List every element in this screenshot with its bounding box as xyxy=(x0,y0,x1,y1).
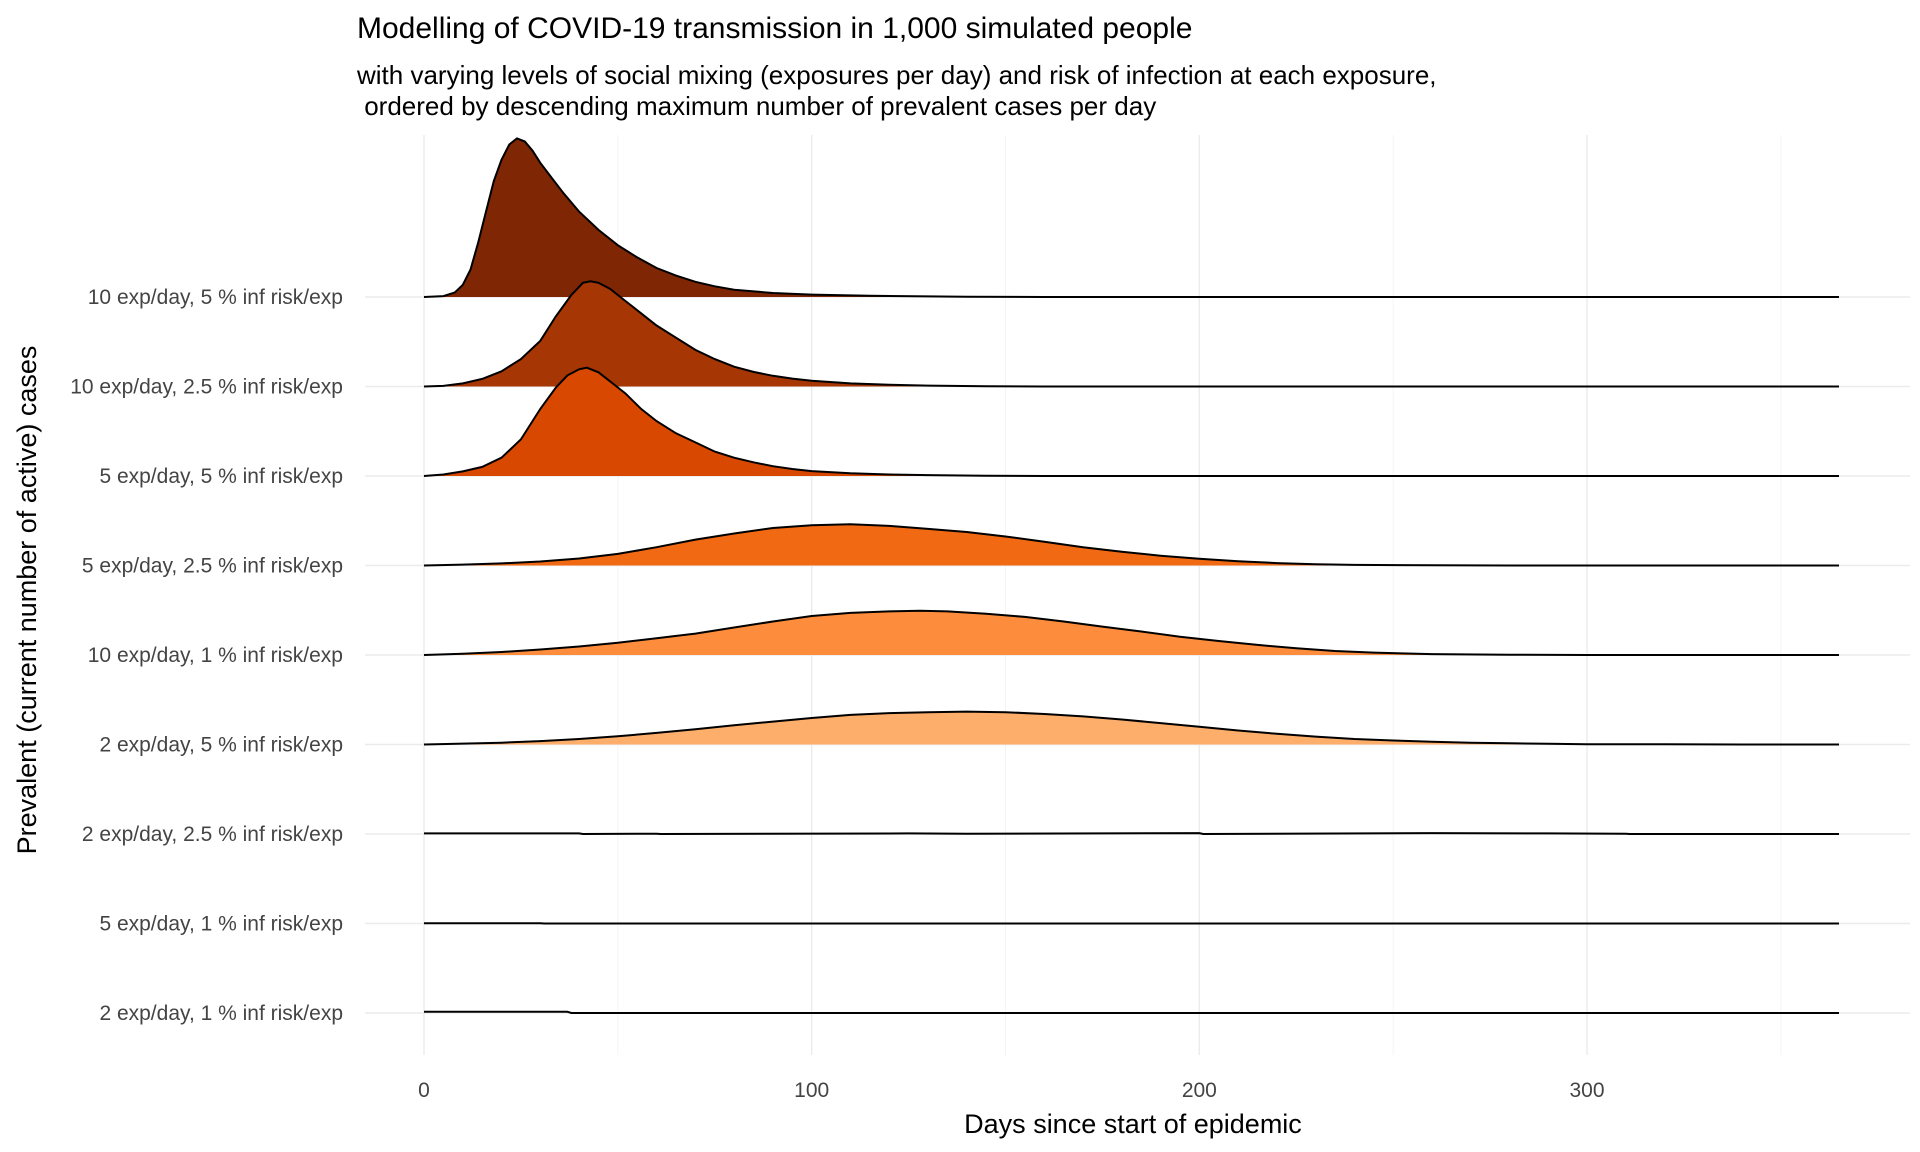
ridge-outline xyxy=(423,137,1839,298)
y-tick-label: 10 exp/day, 1 % inf risk/exp xyxy=(88,644,343,667)
chart-subtitle-line-2: ordered by descending maximum number of … xyxy=(357,91,1156,121)
ridge-area xyxy=(424,524,1839,566)
ridge-outline xyxy=(424,1010,1839,1014)
x-tick-labels: 0 100 200 300 xyxy=(418,1079,1604,1102)
ridge-area xyxy=(424,610,1839,655)
ridge-outline xyxy=(423,710,1839,746)
ridge-outline xyxy=(423,523,1839,567)
y-tick-label: 10 exp/day, 2.5 % inf risk/exp xyxy=(70,376,343,399)
y-tick-label: 2 exp/day, 5 % inf risk/exp xyxy=(99,734,343,757)
chart-title: Modelling of COVID-19 transmission in 1,… xyxy=(357,12,1192,45)
x-tick-label: 200 xyxy=(1182,1079,1217,1102)
ridge-outline xyxy=(424,832,1839,836)
y-tick-label: 5 exp/day, 2.5 % inf risk/exp xyxy=(82,555,343,578)
ridge-area xyxy=(424,138,1839,297)
y-tick-label: 2 exp/day, 1 % inf risk/exp xyxy=(99,1002,343,1025)
ridge-area xyxy=(424,711,1839,745)
ridges xyxy=(423,137,1839,1014)
x-tick-label: 0 xyxy=(418,1079,430,1102)
ridge-outline xyxy=(423,366,1839,477)
y-tick-label: 5 exp/day, 5 % inf risk/exp xyxy=(99,465,343,488)
y-tick-labels: 10 exp/day, 5 % inf risk/exp 10 exp/day, … xyxy=(70,286,343,1025)
ridge-outline xyxy=(423,280,1839,388)
x-axis-title: Days since start of epidemic xyxy=(964,1109,1302,1139)
x-tick-label: 300 xyxy=(1569,1079,1604,1102)
x-tick-label: 100 xyxy=(794,1079,829,1102)
y-axis-title: Prevalent (current number of active) cas… xyxy=(12,346,42,855)
ridge-outline xyxy=(423,609,1839,656)
y-tick-label: 2 exp/day, 2.5 % inf risk/exp xyxy=(82,823,343,846)
y-tick-label: 5 exp/day, 1 % inf risk/exp xyxy=(99,913,343,936)
y-tick-label: 10 exp/day, 5 % inf risk/exp xyxy=(88,286,343,309)
chart-subtitle-line-1: with varying levels of social mixing (ex… xyxy=(356,60,1437,90)
